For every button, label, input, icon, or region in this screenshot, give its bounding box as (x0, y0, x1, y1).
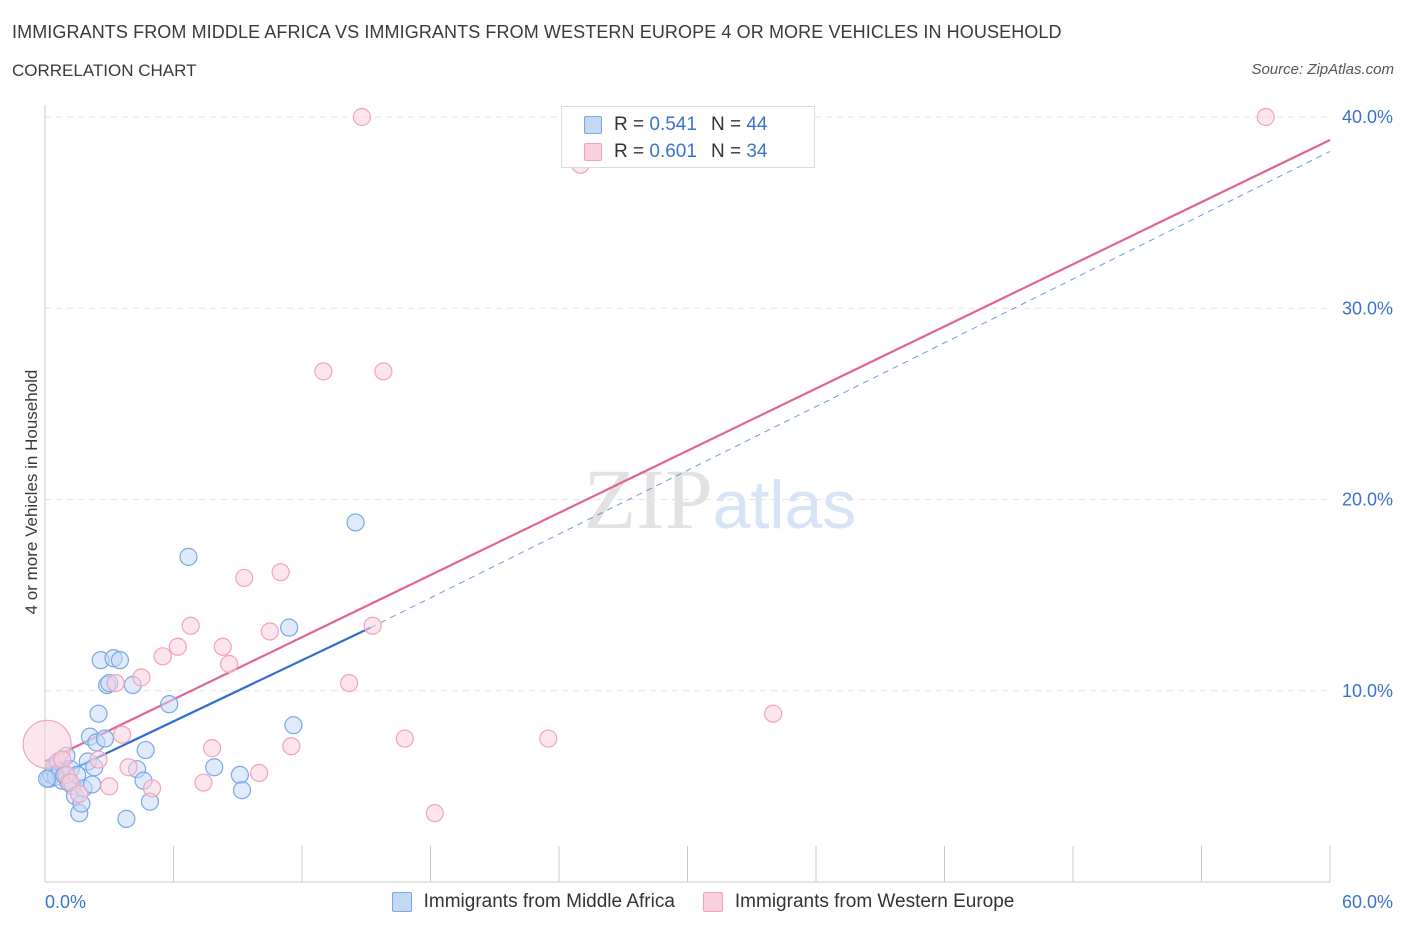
data-point-middle-africa (179, 547, 198, 566)
x-tick-label: 60.0% (1342, 892, 1393, 912)
data-point-western-europe (314, 362, 333, 381)
gridlines (45, 116, 1330, 692)
data-point-western-europe (106, 673, 125, 693)
data-point-middle-africa (136, 740, 155, 760)
r-value-middle-africa: 0.541 (649, 114, 697, 135)
stats-row-western-europe: R = 0.601 N = 34 (584, 140, 767, 164)
data-point-western-europe (132, 668, 151, 687)
y-tick-label: 10.0% (1342, 681, 1393, 701)
data-point-western-europe (395, 729, 414, 748)
legend-swatch-western-europe (702, 892, 723, 912)
data-point-middle-africa (89, 704, 108, 723)
legend-swatch-middle-africa (391, 892, 412, 912)
r-label: R = (614, 114, 645, 135)
trend-line-western-europe (44, 138, 1331, 763)
data-point-western-europe (250, 763, 269, 783)
data-point-middle-africa (117, 809, 136, 828)
data-point-western-europe (153, 647, 172, 666)
data-point-western-europe (1256, 107, 1275, 127)
data-point-middle-africa (346, 513, 365, 532)
legend-swatch-western-europe (584, 143, 602, 161)
data-point-western-europe (539, 729, 558, 748)
legend-swatch-middle-africa (584, 116, 602, 134)
data-point-middle-africa (95, 729, 115, 748)
n-value-middle-africa: 44 (746, 114, 768, 135)
y-tick-label: 30.0% (1342, 298, 1393, 318)
data-point-middle-africa (230, 765, 249, 785)
data-point-western-europe (340, 673, 359, 693)
trend-extension-middle-africa (370, 150, 1331, 629)
chart-title: IMMIGRANTS FROM MIDDLE AFRICA VS IMMIGRA… (12, 22, 1062, 42)
y-tick-label: 20.0% (1342, 490, 1393, 510)
data-point-western-europe (220, 654, 239, 674)
data-point-western-europe (363, 616, 382, 635)
legend-label-western-europe: Immigrants from Western Europe (734, 891, 1015, 912)
legend-label-middle-africa: Immigrants from Middle Africa (423, 891, 675, 912)
data-point-middle-africa (160, 695, 179, 714)
data-point-western-europe (374, 362, 393, 381)
data-point-western-europe (119, 758, 138, 777)
data-point-western-europe (100, 777, 119, 796)
n-value-western-europe: 34 (746, 141, 768, 162)
data-point-western-europe (89, 750, 108, 769)
r-value-western-europe: 0.601 (649, 141, 697, 162)
data-point-middle-africa (110, 651, 130, 670)
stats-legend: R = 0.541 N = 44 R = 0.601 N = 34 (561, 106, 815, 168)
data-point-western-europe (70, 784, 89, 804)
data-point-western-europe (764, 704, 783, 723)
series-legend: Immigrants from Middle Africa Immigrants… (0, 888, 1406, 916)
data-point-western-europe (142, 779, 162, 798)
n-label: N = (710, 141, 742, 162)
data-point-middle-africa (205, 758, 224, 777)
r-label: R = (614, 141, 645, 162)
data-point-western-europe (168, 637, 187, 656)
x-tick-label: 0.0% (45, 892, 86, 912)
data-point-western-europe (53, 750, 72, 769)
data-point-middle-africa (232, 781, 252, 800)
data-point-western-europe (194, 773, 213, 792)
y-tick-label: 40.0% (1342, 107, 1393, 127)
data-point-western-europe (425, 804, 444, 823)
data-point-western-europe (352, 107, 372, 127)
source-credit: Source: ZipAtlas.com (1251, 61, 1394, 78)
data-point-western-europe (112, 725, 132, 744)
stats-row-middle-africa: R = 0.541 N = 44 (584, 113, 767, 137)
legend-item-middle-africa[interactable]: Immigrants from Middle Africa (391, 891, 675, 913)
data-point-western-europe (202, 739, 222, 758)
data-point-western-europe (282, 737, 301, 756)
data-point-middle-africa (38, 769, 57, 788)
data-point-western-europe (260, 622, 279, 641)
data-point-middle-africa (280, 618, 299, 637)
chart-subtitle: CORRELATION CHART (12, 61, 197, 80)
tick-labels: 10.0% 20.0% 30.0% 40.0% 0.0% 60.0% (45, 107, 1393, 912)
n-label: N = (710, 114, 742, 135)
data-point-western-europe (181, 616, 200, 635)
data-point-middle-africa (284, 716, 303, 735)
data-point-western-europe (235, 568, 254, 588)
data-points (22, 107, 1275, 828)
data-point-western-europe (271, 563, 290, 582)
data-point-western-europe (213, 637, 232, 656)
legend-item-western-europe[interactable]: Immigrants from Western Europe (702, 891, 1015, 913)
watermark: ZIPatlas (584, 451, 857, 547)
